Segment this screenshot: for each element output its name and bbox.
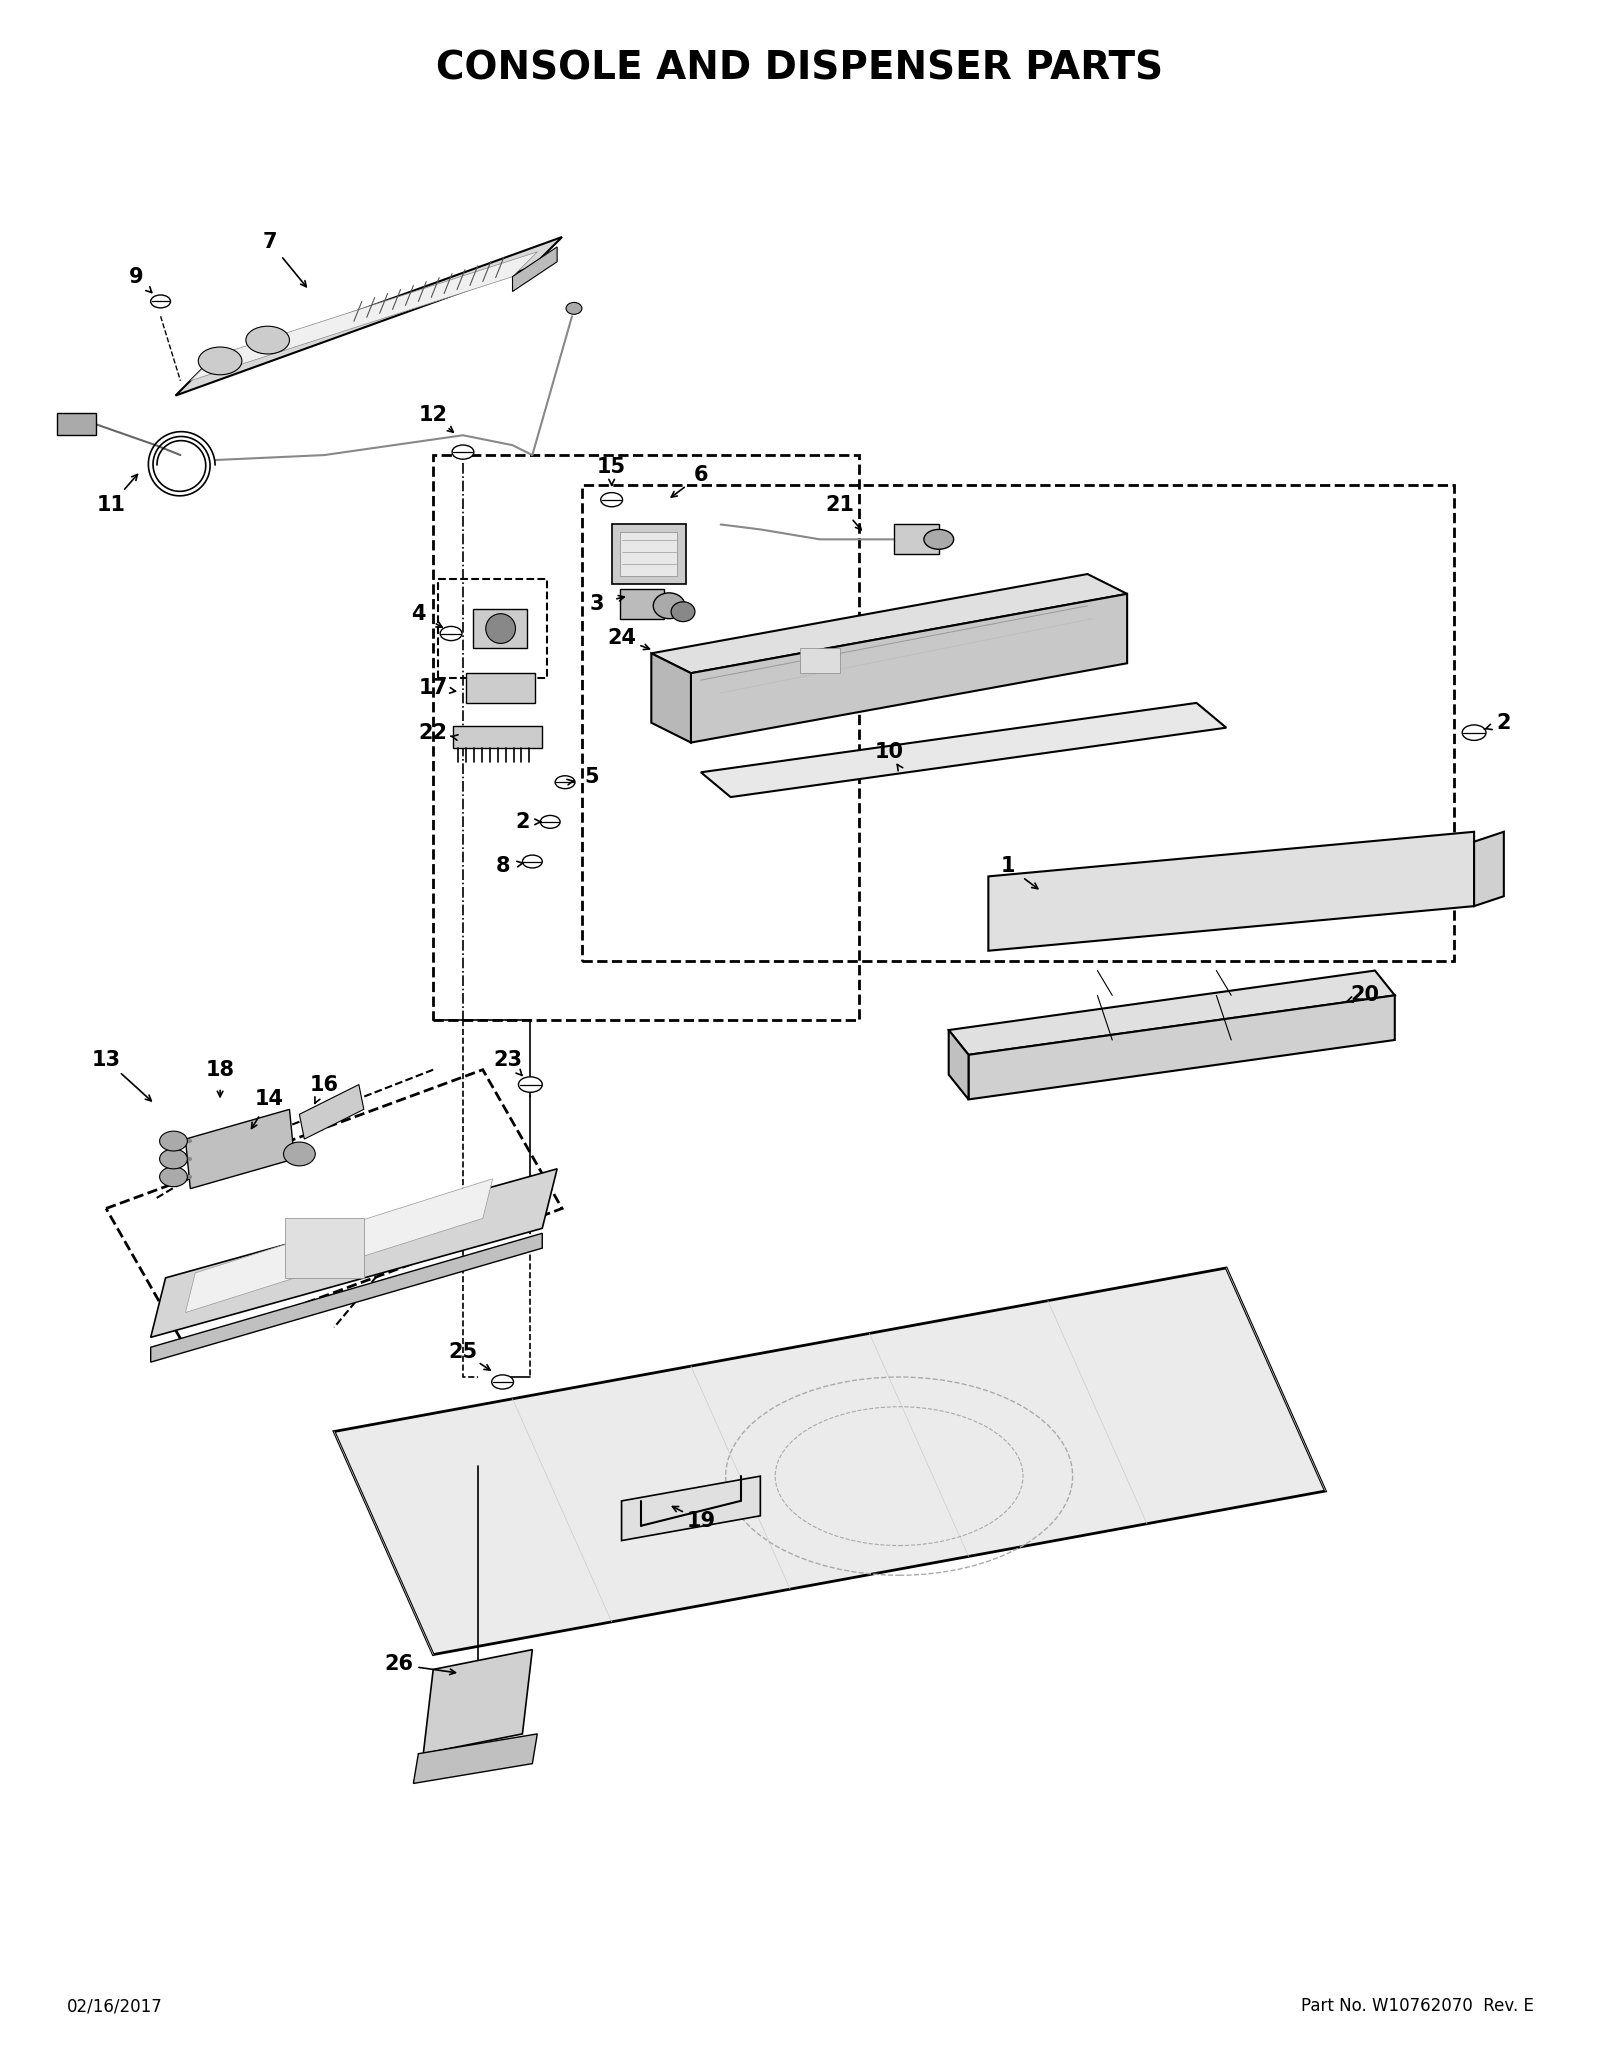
Bar (434, 455, 859, 1021)
Ellipse shape (283, 1143, 315, 1165)
Polygon shape (150, 1234, 542, 1362)
Text: CONSOLE AND DISPENSER PARTS: CONSOLE AND DISPENSER PARTS (437, 50, 1163, 87)
Text: 23: 23 (493, 1049, 522, 1070)
Ellipse shape (491, 1374, 514, 1389)
Bar (582, 484, 1454, 960)
Polygon shape (190, 253, 538, 381)
Polygon shape (621, 1476, 760, 1540)
Polygon shape (186, 1178, 493, 1312)
Polygon shape (1474, 832, 1504, 907)
Bar (619, 532, 677, 575)
Ellipse shape (670, 602, 694, 621)
Text: 7: 7 (262, 232, 277, 253)
Text: Part No. W10762070  Rev. E: Part No. W10762070 Rev. E (1301, 1998, 1533, 2016)
Text: 22: 22 (419, 722, 448, 743)
Ellipse shape (160, 1167, 187, 1186)
Polygon shape (701, 704, 1226, 797)
Bar (619, 588, 664, 619)
Text: 17: 17 (419, 679, 448, 698)
Text: 02/16/2017: 02/16/2017 (67, 1998, 162, 2016)
Ellipse shape (150, 296, 171, 308)
Ellipse shape (653, 592, 685, 619)
Ellipse shape (198, 348, 242, 375)
Text: 21: 21 (826, 495, 854, 515)
Text: 3: 3 (589, 594, 605, 615)
Bar (453, 727, 542, 747)
Polygon shape (299, 1085, 363, 1138)
Bar (894, 524, 939, 555)
Bar (466, 673, 536, 704)
Bar (438, 580, 547, 679)
Polygon shape (176, 236, 562, 395)
Text: 9: 9 (128, 267, 142, 286)
Ellipse shape (440, 627, 462, 640)
Polygon shape (949, 971, 1395, 1056)
Polygon shape (186, 1110, 294, 1188)
Polygon shape (691, 594, 1126, 743)
Text: 8: 8 (496, 857, 510, 876)
Bar (56, 414, 96, 435)
Text: 4: 4 (411, 604, 426, 623)
Text: 5: 5 (584, 768, 598, 787)
Text: 25: 25 (448, 1341, 477, 1362)
Ellipse shape (486, 613, 515, 644)
Text: 10: 10 (875, 743, 904, 762)
Ellipse shape (246, 327, 290, 354)
Polygon shape (968, 996, 1395, 1099)
Polygon shape (651, 654, 691, 743)
Polygon shape (413, 1735, 538, 1784)
Bar (800, 648, 840, 673)
Text: 12: 12 (419, 406, 448, 426)
Text: 2: 2 (1496, 712, 1510, 733)
Text: 15: 15 (597, 457, 626, 476)
Ellipse shape (160, 1149, 187, 1170)
Bar (474, 609, 528, 648)
Polygon shape (512, 246, 557, 292)
Ellipse shape (566, 302, 582, 315)
Ellipse shape (541, 816, 560, 828)
Ellipse shape (923, 530, 954, 549)
Polygon shape (424, 1650, 533, 1753)
Text: 18: 18 (205, 1060, 235, 1081)
Ellipse shape (518, 1076, 542, 1093)
Ellipse shape (1462, 724, 1486, 741)
Text: 14: 14 (254, 1089, 285, 1110)
Text: 6: 6 (694, 466, 709, 484)
Polygon shape (150, 1170, 557, 1337)
Polygon shape (989, 832, 1474, 950)
Text: 20: 20 (1350, 985, 1379, 1006)
Polygon shape (334, 1269, 1325, 1654)
Ellipse shape (160, 1130, 187, 1151)
Bar (285, 1219, 363, 1277)
Polygon shape (651, 573, 1126, 673)
Text: 1: 1 (1002, 857, 1016, 876)
Text: 24: 24 (606, 629, 637, 648)
Polygon shape (949, 1031, 968, 1099)
Text: 26: 26 (384, 1654, 413, 1675)
Ellipse shape (600, 493, 622, 507)
Ellipse shape (523, 855, 542, 867)
Text: 2: 2 (515, 811, 530, 832)
Text: 13: 13 (91, 1049, 120, 1070)
Text: 11: 11 (96, 495, 125, 515)
Text: 16: 16 (310, 1074, 339, 1095)
Bar (611, 524, 686, 584)
Text: 19: 19 (686, 1511, 715, 1530)
Ellipse shape (555, 776, 574, 789)
Ellipse shape (453, 445, 474, 460)
